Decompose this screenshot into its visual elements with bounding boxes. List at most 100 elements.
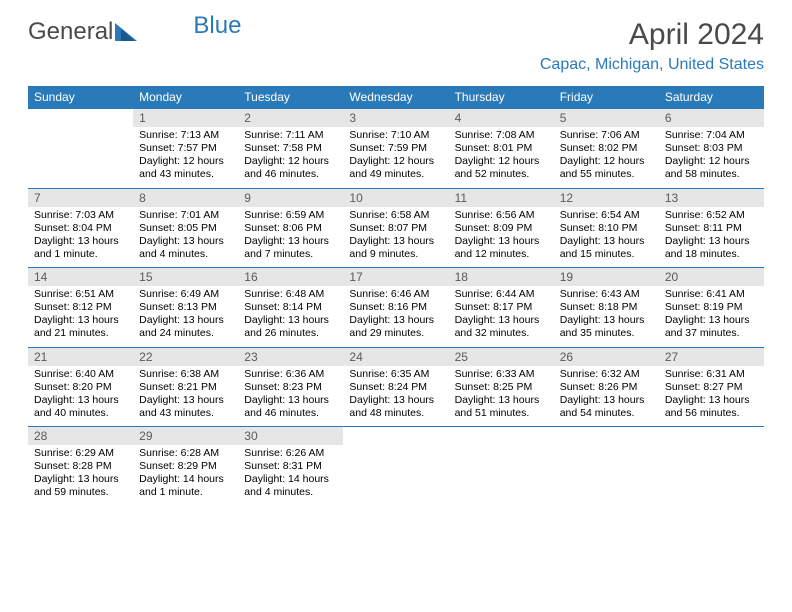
calendar-day-cell: 28Sunrise: 6:29 AMSunset: 8:28 PMDayligh… bbox=[28, 427, 133, 506]
calendar-table: Sunday Monday Tuesday Wednesday Thursday… bbox=[28, 86, 764, 506]
calendar-day-cell: 14Sunrise: 6:51 AMSunset: 8:12 PMDayligh… bbox=[28, 268, 133, 348]
calendar-week-row: 14Sunrise: 6:51 AMSunset: 8:12 PMDayligh… bbox=[28, 268, 764, 348]
day-line: Daylight: 13 hours bbox=[349, 394, 442, 407]
day-line: Daylight: 12 hours bbox=[139, 155, 232, 168]
day-line: Sunset: 8:02 PM bbox=[560, 142, 653, 155]
day-line: and 1 minute. bbox=[34, 248, 127, 261]
day-content: Sunrise: 7:06 AMSunset: 8:02 PMDaylight:… bbox=[554, 127, 659, 188]
day-line: Daylight: 13 hours bbox=[455, 394, 548, 407]
day-content: Sunrise: 6:32 AMSunset: 8:26 PMDaylight:… bbox=[554, 366, 659, 427]
day-line: and 58 minutes. bbox=[665, 168, 758, 181]
day-line: and 51 minutes. bbox=[455, 407, 548, 420]
day-number: 29 bbox=[133, 427, 238, 445]
location-text: Capac, Michigan, United States bbox=[540, 56, 764, 74]
calendar-week-row: 21Sunrise: 6:40 AMSunset: 8:20 PMDayligh… bbox=[28, 347, 764, 427]
brand-logo: General Blue bbox=[28, 18, 241, 46]
day-content: Sunrise: 6:36 AMSunset: 8:23 PMDaylight:… bbox=[238, 366, 343, 427]
day-line: Sunset: 8:20 PM bbox=[34, 381, 127, 394]
day-line: Sunset: 8:07 PM bbox=[349, 222, 442, 235]
day-content: Sunrise: 6:35 AMSunset: 8:24 PMDaylight:… bbox=[343, 366, 448, 427]
day-line: and 46 minutes. bbox=[244, 168, 337, 181]
day-line: Daylight: 13 hours bbox=[34, 473, 127, 486]
day-number: 14 bbox=[28, 268, 133, 286]
weekday-tuesday: Tuesday bbox=[238, 86, 343, 109]
day-content: Sunrise: 6:59 AMSunset: 8:06 PMDaylight:… bbox=[238, 207, 343, 268]
day-line: Sunrise: 6:28 AM bbox=[139, 447, 232, 460]
day-number: 13 bbox=[659, 189, 764, 207]
day-line: Daylight: 14 hours bbox=[139, 473, 232, 486]
day-line: Daylight: 13 hours bbox=[665, 314, 758, 327]
day-content: Sunrise: 7:13 AMSunset: 7:57 PMDaylight:… bbox=[133, 127, 238, 188]
day-number: 19 bbox=[554, 268, 659, 286]
day-line: Sunset: 7:57 PM bbox=[139, 142, 232, 155]
day-content bbox=[28, 127, 133, 187]
day-number: 11 bbox=[449, 189, 554, 207]
day-content: Sunrise: 6:29 AMSunset: 8:28 PMDaylight:… bbox=[28, 445, 133, 506]
day-line: Sunset: 7:58 PM bbox=[244, 142, 337, 155]
calendar-day-cell: 7Sunrise: 7:03 AMSunset: 8:04 PMDaylight… bbox=[28, 188, 133, 268]
day-content bbox=[659, 445, 764, 505]
day-content: Sunrise: 6:52 AMSunset: 8:11 PMDaylight:… bbox=[659, 207, 764, 268]
day-content: Sunrise: 6:48 AMSunset: 8:14 PMDaylight:… bbox=[238, 286, 343, 347]
day-line: Sunrise: 6:52 AM bbox=[665, 209, 758, 222]
day-line: Daylight: 13 hours bbox=[560, 235, 653, 248]
day-line: and 43 minutes. bbox=[139, 168, 232, 181]
calendar-day-cell: 2Sunrise: 7:11 AMSunset: 7:58 PMDaylight… bbox=[238, 109, 343, 189]
day-line: and 56 minutes. bbox=[665, 407, 758, 420]
day-line: Sunrise: 6:32 AM bbox=[560, 368, 653, 381]
day-line: Daylight: 13 hours bbox=[34, 394, 127, 407]
day-content: Sunrise: 6:41 AMSunset: 8:19 PMDaylight:… bbox=[659, 286, 764, 347]
day-line: Sunset: 8:26 PM bbox=[560, 381, 653, 394]
weekday-thursday: Thursday bbox=[449, 86, 554, 109]
day-content: Sunrise: 7:08 AMSunset: 8:01 PMDaylight:… bbox=[449, 127, 554, 188]
day-number: 8 bbox=[133, 189, 238, 207]
calendar-day-cell: 9Sunrise: 6:59 AMSunset: 8:06 PMDaylight… bbox=[238, 188, 343, 268]
day-number bbox=[343, 427, 448, 445]
calendar-day-cell: 22Sunrise: 6:38 AMSunset: 8:21 PMDayligh… bbox=[133, 347, 238, 427]
day-line: and 46 minutes. bbox=[244, 407, 337, 420]
day-number: 9 bbox=[238, 189, 343, 207]
day-line: and 52 minutes. bbox=[455, 168, 548, 181]
day-content: Sunrise: 7:11 AMSunset: 7:58 PMDaylight:… bbox=[238, 127, 343, 188]
triangle-icon bbox=[115, 19, 141, 46]
weekday-saturday: Saturday bbox=[659, 86, 764, 109]
day-line: Sunrise: 6:51 AM bbox=[34, 288, 127, 301]
calendar-week-row: 7Sunrise: 7:03 AMSunset: 8:04 PMDaylight… bbox=[28, 188, 764, 268]
calendar-day-cell: 30Sunrise: 6:26 AMSunset: 8:31 PMDayligh… bbox=[238, 427, 343, 506]
day-line: Sunrise: 6:44 AM bbox=[455, 288, 548, 301]
day-line: and 32 minutes. bbox=[455, 327, 548, 340]
day-line: Sunrise: 6:56 AM bbox=[455, 209, 548, 222]
day-line: Daylight: 13 hours bbox=[244, 314, 337, 327]
day-content: Sunrise: 6:51 AMSunset: 8:12 PMDaylight:… bbox=[28, 286, 133, 347]
day-line: Sunset: 8:31 PM bbox=[244, 460, 337, 473]
day-line: Sunrise: 6:38 AM bbox=[139, 368, 232, 381]
day-line: Sunset: 8:23 PM bbox=[244, 381, 337, 394]
day-content: Sunrise: 6:46 AMSunset: 8:16 PMDaylight:… bbox=[343, 286, 448, 347]
day-line: Sunset: 8:29 PM bbox=[139, 460, 232, 473]
day-line: Sunset: 8:04 PM bbox=[34, 222, 127, 235]
day-line: Sunrise: 7:04 AM bbox=[665, 129, 758, 142]
day-line: and 40 minutes. bbox=[34, 407, 127, 420]
day-line: Sunset: 8:25 PM bbox=[455, 381, 548, 394]
calendar-day-cell: 23Sunrise: 6:36 AMSunset: 8:23 PMDayligh… bbox=[238, 347, 343, 427]
day-line: Daylight: 13 hours bbox=[455, 235, 548, 248]
day-line: Sunrise: 6:54 AM bbox=[560, 209, 653, 222]
day-line: Sunset: 8:03 PM bbox=[665, 142, 758, 155]
calendar-day-cell: 11Sunrise: 6:56 AMSunset: 8:09 PMDayligh… bbox=[449, 188, 554, 268]
day-line: Sunset: 8:28 PM bbox=[34, 460, 127, 473]
calendar-body: 1Sunrise: 7:13 AMSunset: 7:57 PMDaylight… bbox=[28, 109, 764, 506]
calendar-day-cell bbox=[449, 427, 554, 506]
day-line: Sunset: 7:59 PM bbox=[349, 142, 442, 155]
day-content: Sunrise: 6:38 AMSunset: 8:21 PMDaylight:… bbox=[133, 366, 238, 427]
weekday-header-row: Sunday Monday Tuesday Wednesday Thursday… bbox=[28, 86, 764, 109]
day-number: 18 bbox=[449, 268, 554, 286]
day-line: Daylight: 12 hours bbox=[244, 155, 337, 168]
day-number: 5 bbox=[554, 109, 659, 127]
calendar-day-cell bbox=[343, 427, 448, 506]
calendar-day-cell bbox=[554, 427, 659, 506]
calendar-day-cell: 15Sunrise: 6:49 AMSunset: 8:13 PMDayligh… bbox=[133, 268, 238, 348]
calendar-day-cell: 3Sunrise: 7:10 AMSunset: 7:59 PMDaylight… bbox=[343, 109, 448, 189]
day-line: Daylight: 13 hours bbox=[244, 394, 337, 407]
day-content: Sunrise: 7:01 AMSunset: 8:05 PMDaylight:… bbox=[133, 207, 238, 268]
day-content bbox=[343, 445, 448, 505]
